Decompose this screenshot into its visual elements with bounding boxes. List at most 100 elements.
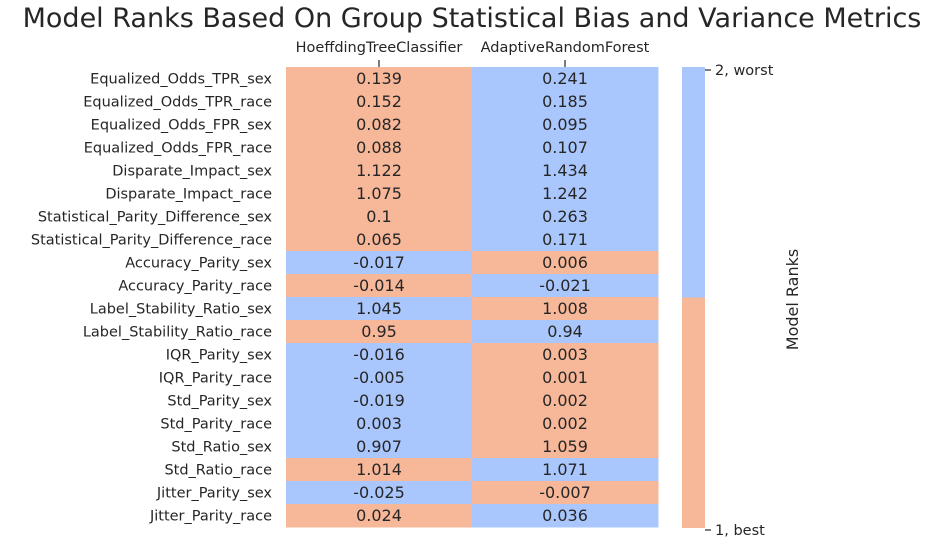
cell-value-label: 0.907 — [356, 437, 402, 456]
cell-value-label: 1.071 — [542, 460, 588, 479]
heatmap-cell — [472, 297, 659, 321]
colorbar-tick-label: 2, worst — [715, 63, 774, 79]
cell-value-label: 0.095 — [542, 115, 588, 134]
heatmap-cell — [286, 136, 473, 160]
row-label: IQR_Parity_sex — [166, 348, 273, 364]
colorbar-label: Model Ranks — [783, 249, 802, 350]
heatmap-cell — [286, 435, 473, 459]
cell-value-label: 0.95 — [361, 322, 397, 341]
heatmap-cell — [472, 113, 659, 137]
cell-value-label: 0.241 — [542, 69, 588, 88]
cell-value-label: 1.014 — [356, 460, 402, 479]
cell-value-label: 0.003 — [542, 345, 588, 364]
heatmap-cells — [286, 67, 659, 528]
colorbar-tick-label: 1, best — [715, 523, 765, 539]
row-label: Jitter_Parity_sex — [156, 486, 273, 502]
cell-value-label: -0.007 — [539, 483, 591, 502]
heatmap-cell — [472, 136, 659, 160]
heatmap-cell — [472, 343, 659, 367]
colorbar-segment-worst — [682, 67, 705, 298]
row-label: Disparate_Impact_race — [105, 187, 272, 203]
heatmap-cell — [286, 113, 473, 137]
row-label: Std_Ratio_race — [164, 463, 272, 479]
heatmap-cell — [286, 205, 473, 229]
cell-value-label: -0.005 — [353, 368, 405, 387]
row-label: Statistical_Parity_Difference_sex — [38, 210, 273, 226]
column-tick-labels: HoeffdingTreeClassifier AdaptiveRandomFor… — [296, 40, 650, 67]
cell-value-labels: 0.139 0.241 0.152 0.185 0.082 0.095 0.088 0.107… — [353, 69, 591, 525]
cell-value-label: 0.263 — [542, 207, 588, 226]
heatmap-cell — [286, 67, 473, 91]
cell-value-label: 0.088 — [356, 138, 402, 157]
cell-value-label: 0.002 — [542, 391, 588, 410]
row-label: Equalized_Odds_TPR_race — [83, 95, 272, 111]
cell-value-label: 0.171 — [542, 230, 588, 249]
cell-value-label: 0.024 — [356, 506, 402, 525]
heatmap-cell — [472, 389, 659, 413]
heatmap-cell — [286, 228, 473, 252]
row-label: Accuracy_Parity_race — [118, 279, 272, 295]
heatmap-cell — [286, 90, 473, 114]
heatmap-cell — [286, 389, 473, 413]
row-label: Jitter_Parity_race — [149, 509, 272, 525]
heatmap-cell — [472, 90, 659, 114]
row-label: Statistical_Parity_Difference_race — [31, 233, 272, 249]
row-tick-labels: Equalized_Odds_TPR_sex Equalized_Odds_TPR… — [31, 72, 273, 525]
cell-value-label: 0.001 — [542, 368, 588, 387]
heatmap-cell — [286, 251, 473, 275]
row-label: Label_Stability_Ratio_sex — [90, 302, 273, 318]
row-label: Accuracy_Parity_sex — [125, 256, 272, 272]
cell-value-label: 0.1 — [366, 207, 391, 226]
heatmap-cell — [472, 228, 659, 252]
row-label: Std_Ratio_sex — [171, 440, 272, 456]
cell-value-label: -0.021 — [539, 276, 591, 295]
heatmap-cell — [472, 159, 659, 183]
cell-value-label: 0.185 — [542, 92, 588, 111]
colorbar: 2, worst 1, best Model Ranks — [682, 63, 802, 539]
heatmap-cell — [286, 182, 473, 206]
cell-value-label: 1.075 — [356, 184, 402, 203]
cell-value-label: 1.434 — [542, 161, 588, 180]
cell-value-label: 0.139 — [356, 69, 402, 88]
heatmap-cell — [472, 251, 659, 275]
cell-value-label: 0.152 — [356, 92, 402, 111]
cell-value-label: 1.008 — [542, 299, 588, 318]
cell-value-label: 0.006 — [542, 253, 588, 272]
row-label: Equalized_Odds_TPR_sex — [90, 72, 272, 88]
heatmap-cell — [472, 481, 659, 505]
heatmap-cell — [286, 320, 473, 344]
heatmap-cell — [286, 504, 473, 528]
heatmap-cell — [286, 366, 473, 390]
heatmap-cell — [286, 159, 473, 183]
colorbar-segment-best — [682, 297, 705, 528]
cell-value-label: 0.082 — [356, 115, 402, 134]
heatmap-cell — [286, 458, 473, 482]
heatmap-cell — [286, 481, 473, 505]
cell-value-label: 1.122 — [356, 161, 402, 180]
heatmap-cell — [286, 343, 473, 367]
heatmap-cell — [472, 366, 659, 390]
row-label: Equalized_Odds_FPR_race — [84, 141, 272, 157]
cell-value-label: 1.059 — [542, 437, 588, 456]
heatmap-cell — [286, 297, 473, 321]
heatmap-cell — [472, 458, 659, 482]
row-label: Disparate_Impact_sex — [112, 164, 272, 180]
cell-value-label: -0.016 — [353, 345, 405, 364]
cell-value-label: 1.045 — [356, 299, 402, 318]
heatmap-cell — [472, 412, 659, 436]
cell-value-label: 0.065 — [356, 230, 402, 249]
heatmap-cell — [286, 412, 473, 436]
heatmap-cell — [472, 67, 659, 91]
column-label: HoeffdingTreeClassifier — [296, 40, 463, 56]
cell-value-label: 0.036 — [542, 506, 588, 525]
cell-value-label: 0.94 — [547, 322, 583, 341]
row-label: IQR_Parity_race — [159, 371, 272, 387]
heatmap-cell — [472, 320, 659, 344]
cell-value-label: -0.014 — [353, 276, 405, 295]
cell-value-label: 0.107 — [542, 138, 588, 157]
heatmap-cell — [472, 504, 659, 528]
cell-value-label: -0.017 — [353, 253, 405, 272]
row-label: Equalized_Odds_FPR_sex — [91, 118, 273, 134]
heatmap-cell — [286, 274, 473, 298]
